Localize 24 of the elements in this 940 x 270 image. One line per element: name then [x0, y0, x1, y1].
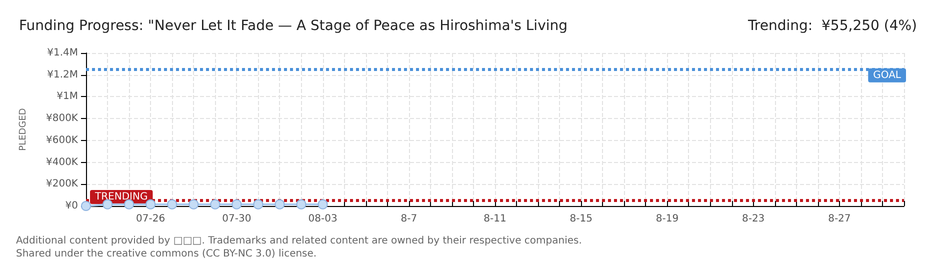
y-tick-label: ¥200K — [46, 178, 78, 190]
x-tick-label: 8-27 — [828, 214, 851, 224]
chart-subtitle: Trending: ¥55,250 (4%) — [746, 18, 918, 34]
y-tick-label: ¥1.2M — [47, 69, 78, 80]
text: Shared under the creative commons (CC BY-NC 3.0) license. — [16, 248, 317, 260]
text: Additional content provided by □□□. Trademarks and related content are owned by their respective companies. — [16, 236, 582, 246]
ref-line-label: GOAL — [873, 70, 902, 81]
ref-line-label: TRENDING — [94, 191, 148, 202]
y-tick-label: ¥0 — [65, 200, 78, 212]
y-tick-label: ¥600K — [46, 134, 78, 146]
y-axis-title: PLEDGED — [18, 108, 28, 151]
x-tick-label: 8-11 — [484, 214, 506, 224]
y-tick-label: ¥1M — [56, 91, 78, 102]
x-tick-label: 07-26 — [136, 214, 166, 224]
x-tick-label: 8-23 — [742, 214, 765, 224]
x-tick-label: 8-15 — [570, 214, 592, 224]
x-tick-label: 8-19 — [656, 214, 679, 224]
x-tick-label: 07-30 — [222, 214, 252, 224]
x-tick-label: 8-7 — [400, 214, 418, 224]
y-tick-label: ¥400K — [46, 156, 78, 168]
x-tick-label: 08-03 — [308, 214, 338, 224]
chart-title: Funding Progress: "Never Let It Fade — A Stage of Peace as Hiroshima's Living — [19, 18, 568, 34]
y-tick-label: ¥1.4M — [47, 48, 78, 58]
y-tick-label: ¥800K — [46, 113, 78, 124]
